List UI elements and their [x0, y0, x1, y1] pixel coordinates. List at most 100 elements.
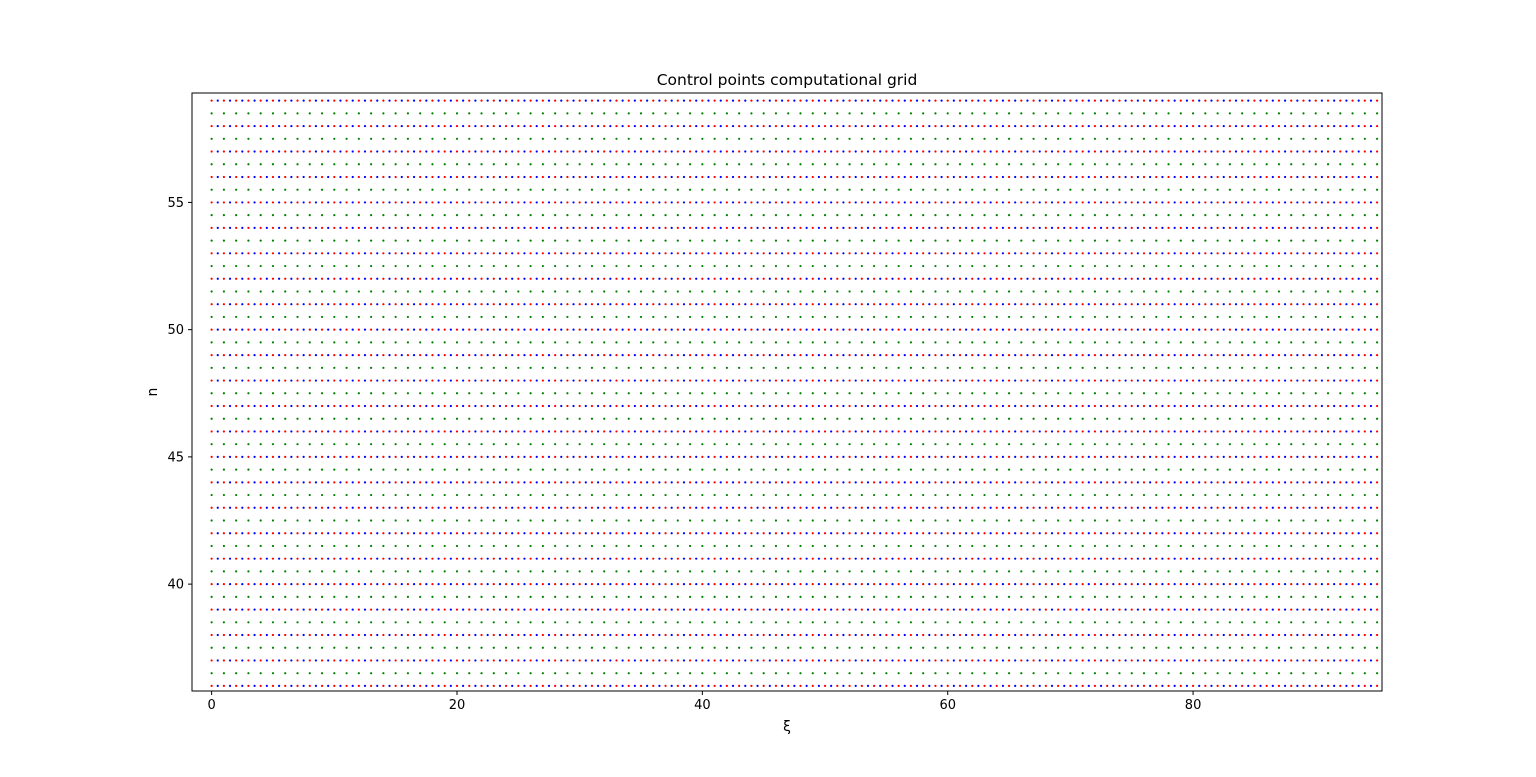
- data-point: [1124, 99, 1127, 102]
- data-point: [357, 684, 360, 688]
- data-point: [713, 595, 716, 598]
- data-point: [725, 557, 728, 560]
- data-point: [1167, 430, 1170, 433]
- data-point: [1333, 430, 1336, 433]
- data-point: [394, 150, 397, 153]
- data-point: [351, 277, 354, 280]
- data-point: [339, 201, 342, 204]
- data-point: [504, 226, 508, 229]
- data-point: [382, 379, 385, 382]
- data-point: [1014, 354, 1017, 357]
- data-point: [621, 404, 624, 408]
- data-point: [443, 506, 446, 509]
- data-point: [222, 506, 225, 509]
- data-point: [1320, 557, 1323, 560]
- data-point: [958, 303, 962, 306]
- data-point: [412, 124, 416, 128]
- data-point: [1057, 481, 1060, 484]
- data-point: [1247, 532, 1250, 535]
- data-point: [885, 633, 888, 637]
- data-point: [351, 379, 354, 382]
- data-point: [259, 532, 262, 535]
- data-point: [738, 303, 741, 306]
- data-point: [707, 201, 710, 204]
- data-point: [1320, 608, 1323, 611]
- data-point: [278, 659, 281, 662]
- data-point: [793, 354, 796, 357]
- data-point: [1351, 659, 1354, 662]
- data-point: [523, 557, 526, 560]
- data-point: [965, 226, 968, 229]
- data-point: [774, 506, 778, 509]
- data-point: [320, 379, 324, 382]
- data-point: [866, 659, 870, 662]
- data-point: [498, 328, 502, 331]
- data-point: [922, 226, 925, 229]
- data-point: [363, 659, 367, 662]
- data-point: [817, 124, 821, 128]
- data-point: [1161, 608, 1164, 611]
- data-point: [652, 583, 655, 586]
- data-point: [873, 608, 876, 611]
- data-point: [658, 277, 661, 280]
- data-point: [1333, 557, 1336, 560]
- data-point: [296, 226, 299, 229]
- data-point: [707, 354, 710, 357]
- data-point: [646, 277, 649, 280]
- data-point: [560, 328, 563, 331]
- data-point: [547, 633, 551, 637]
- data-point: [811, 303, 814, 306]
- data-point: [590, 583, 594, 586]
- data-point: [572, 379, 575, 382]
- data-point: [468, 595, 471, 598]
- data-point: [958, 506, 962, 509]
- data-point: [725, 277, 728, 280]
- data-point: [419, 175, 422, 179]
- data-point: [873, 659, 876, 662]
- data-point: [1185, 404, 1189, 408]
- data-point: [842, 379, 845, 382]
- data-point: [787, 633, 790, 637]
- data-point: [511, 226, 514, 229]
- data-point: [517, 175, 520, 179]
- data-point: [646, 303, 649, 306]
- data-point: [983, 354, 986, 357]
- data-point: [787, 379, 790, 382]
- data-point: [787, 277, 790, 280]
- data-point: [265, 481, 268, 484]
- data-point: [1057, 252, 1060, 255]
- data-point: [891, 226, 894, 229]
- data-point: [854, 252, 857, 255]
- data-point: [363, 506, 367, 509]
- data-point: [1228, 124, 1231, 128]
- data-point: [578, 506, 581, 509]
- data-point: [670, 277, 673, 280]
- data-point: [1204, 124, 1207, 128]
- data-point: [989, 430, 992, 433]
- data-point: [1259, 684, 1262, 688]
- data-point: [1222, 430, 1225, 433]
- data-point: [1038, 608, 1041, 611]
- data-point: [1185, 583, 1189, 586]
- data-point: [713, 633, 716, 637]
- data-point: [1216, 150, 1219, 153]
- data-point: [1130, 328, 1133, 331]
- data-point: [1112, 583, 1115, 586]
- data-point: [1167, 201, 1170, 204]
- data-point: [1057, 354, 1060, 357]
- data-point: [455, 201, 459, 204]
- data-point: [1283, 226, 1287, 229]
- data-point: [621, 150, 624, 153]
- data-point: [780, 226, 784, 229]
- data-point: [652, 684, 655, 688]
- data-point: [1333, 252, 1336, 255]
- data-point: [1179, 455, 1182, 458]
- data-point: [1069, 481, 1072, 484]
- data-point: [1247, 175, 1250, 179]
- data-point: [1020, 608, 1023, 611]
- data-point: [296, 354, 299, 357]
- data-point: [284, 557, 287, 560]
- data-point: [596, 506, 600, 509]
- data-point: [928, 633, 931, 637]
- data-point: [1351, 404, 1354, 408]
